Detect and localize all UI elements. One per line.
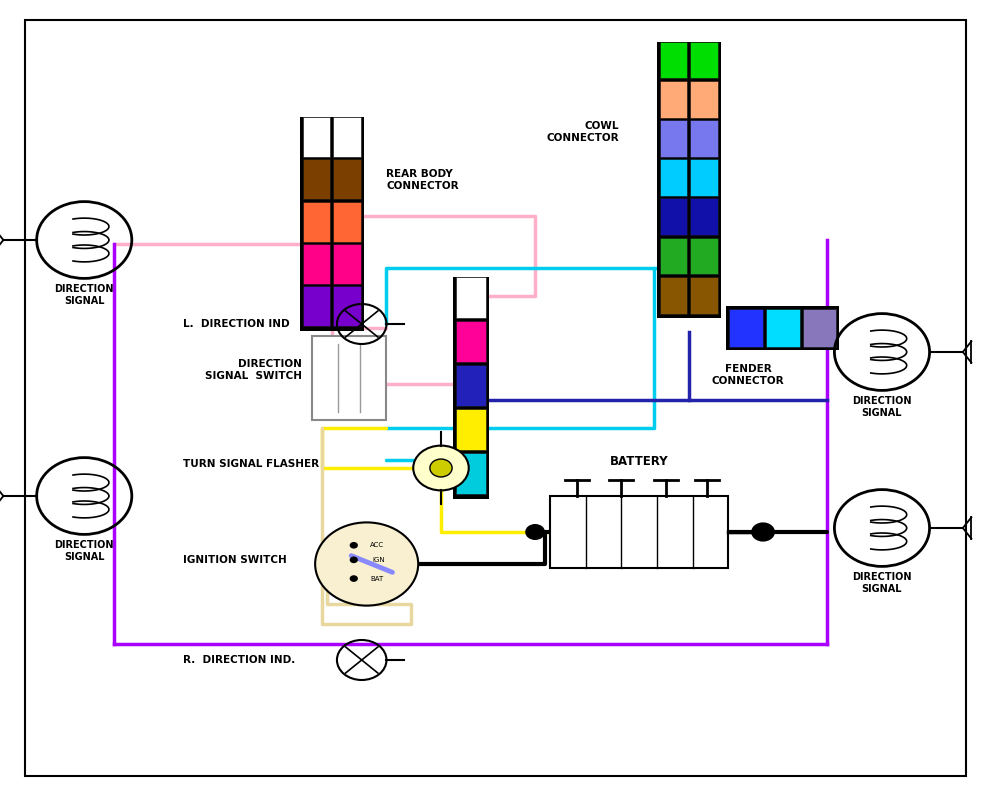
Text: DIRECTION
SIGNAL  SWITCH: DIRECTION SIGNAL SWITCH (205, 359, 302, 381)
Text: DIRECTION
SIGNAL: DIRECTION SIGNAL (852, 572, 912, 594)
Bar (803, 309, 836, 347)
Text: DIRECTION
SIGNAL: DIRECTION SIGNAL (55, 540, 114, 562)
Bar (334, 159, 362, 199)
Bar (456, 365, 486, 406)
Circle shape (350, 557, 358, 563)
Bar (334, 286, 362, 326)
Bar (690, 238, 717, 274)
Bar (690, 42, 717, 78)
Text: R.  DIRECTION IND.: R. DIRECTION IND. (183, 655, 295, 665)
Bar (550, 496, 728, 568)
Bar (766, 309, 800, 347)
Text: BATTERY: BATTERY (609, 455, 669, 468)
Text: BAT: BAT (370, 575, 384, 582)
Bar (456, 277, 486, 318)
Bar (334, 117, 362, 157)
Bar (456, 453, 486, 494)
Bar (456, 321, 486, 362)
Bar (312, 336, 386, 420)
Text: DIRECTION
SIGNAL: DIRECTION SIGNAL (55, 284, 114, 306)
Bar (729, 309, 763, 347)
Bar (656, 42, 721, 318)
Bar (299, 117, 365, 331)
Bar (303, 202, 331, 242)
Bar (303, 286, 331, 326)
Bar (690, 198, 717, 235)
Text: TURN SIGNAL FLASHER: TURN SIGNAL FLASHER (183, 459, 319, 469)
Bar (660, 159, 688, 196)
Bar (660, 238, 688, 274)
Circle shape (430, 459, 452, 477)
Circle shape (525, 524, 545, 540)
Circle shape (350, 575, 358, 582)
Bar (303, 159, 331, 199)
Bar (334, 244, 362, 284)
Circle shape (413, 446, 469, 490)
Text: REAR BODY
CONNECTOR: REAR BODY CONNECTOR (386, 170, 459, 190)
Bar (690, 81, 717, 118)
Bar (453, 277, 489, 499)
Text: IGNITION SWITCH: IGNITION SWITCH (183, 555, 287, 565)
Bar (660, 120, 688, 157)
Bar (334, 202, 362, 242)
Circle shape (315, 522, 418, 606)
Bar (726, 306, 839, 350)
Text: IGN: IGN (373, 557, 385, 563)
Text: L.  DIRECTION IND: L. DIRECTION IND (183, 319, 290, 329)
Circle shape (751, 522, 775, 542)
Bar (690, 120, 717, 157)
Bar (660, 81, 688, 118)
Text: ACC: ACC (370, 542, 384, 548)
Text: DIRECTION
SIGNAL: DIRECTION SIGNAL (852, 396, 912, 418)
Bar (660, 198, 688, 235)
Bar (690, 159, 717, 196)
Bar (660, 277, 688, 314)
Bar (660, 42, 688, 78)
Bar (456, 409, 486, 450)
Bar (690, 277, 717, 314)
Text: COWL
CONNECTOR: COWL CONNECTOR (547, 122, 619, 142)
Bar (303, 117, 331, 157)
Circle shape (350, 542, 358, 549)
Bar (303, 244, 331, 284)
Text: FENDER
CONNECTOR: FENDER CONNECTOR (712, 364, 785, 386)
